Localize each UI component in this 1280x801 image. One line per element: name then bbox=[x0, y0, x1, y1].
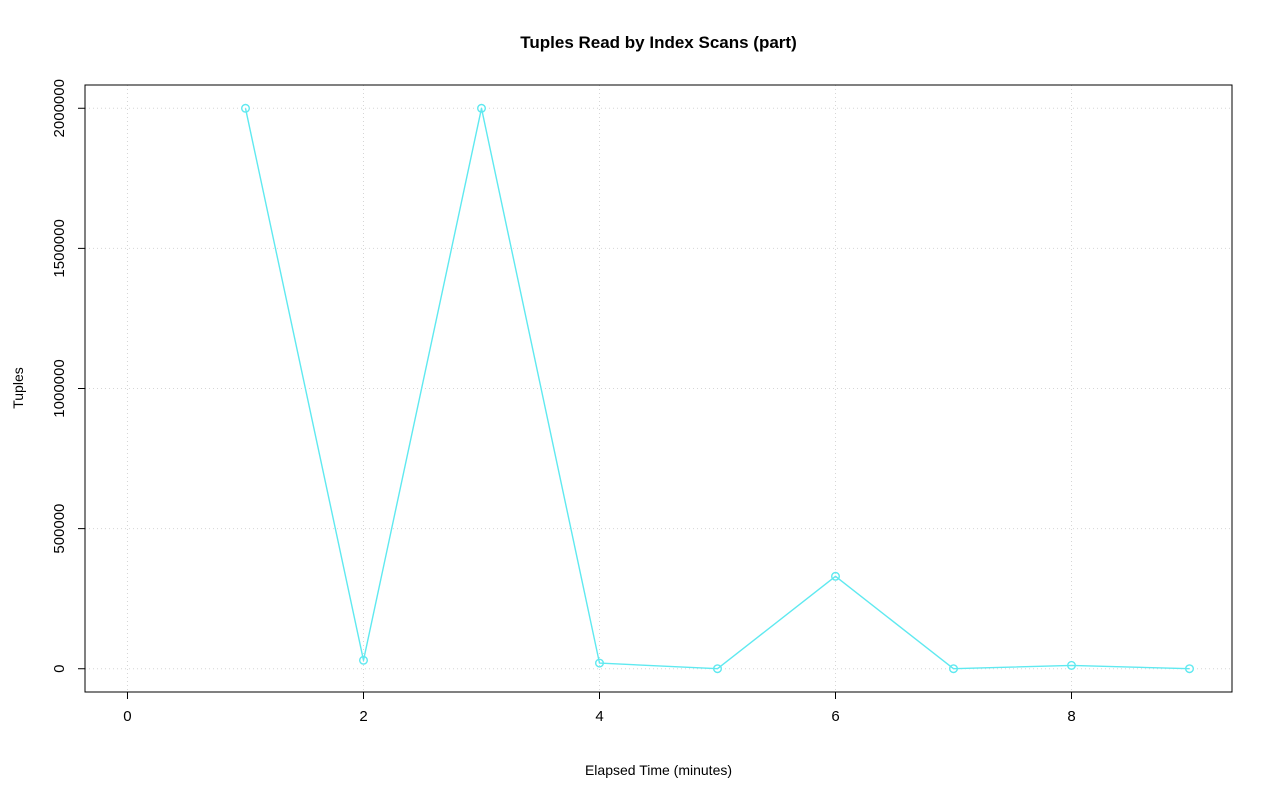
data-point bbox=[1066, 660, 1076, 670]
x-tick-label: 2 bbox=[359, 708, 367, 725]
data-point bbox=[831, 571, 841, 581]
y-tick-label: 0 bbox=[51, 665, 68, 673]
y-tick-label: 2000000 bbox=[51, 79, 68, 137]
x-axis-label: Elapsed Time (minutes) bbox=[584, 762, 733, 778]
data-point bbox=[477, 103, 487, 113]
x-tick-label: 6 bbox=[831, 708, 839, 725]
data-point bbox=[595, 658, 605, 668]
data-points bbox=[240, 103, 1194, 674]
data-point bbox=[713, 664, 723, 674]
grid-layer bbox=[85, 85, 1232, 692]
y-tick-label: 1500000 bbox=[51, 219, 68, 277]
x-tick-label: 4 bbox=[595, 708, 603, 725]
data-line bbox=[244, 107, 1190, 670]
data-point bbox=[359, 655, 369, 665]
chart-title: Tuples Read by Index Scans (part) bbox=[520, 33, 797, 52]
x-tick-label: 8 bbox=[1067, 708, 1075, 725]
y-tick-label: 1000000 bbox=[51, 359, 68, 417]
data-point bbox=[1184, 664, 1194, 674]
data-point bbox=[949, 664, 959, 674]
axes: 0 2 4 6 8 0 500000 1000000 1500000 2000000 bbox=[51, 79, 1076, 725]
data-point bbox=[240, 103, 250, 113]
x-tick-label: 0 bbox=[123, 708, 131, 725]
y-tick-label: 500000 bbox=[51, 504, 68, 554]
